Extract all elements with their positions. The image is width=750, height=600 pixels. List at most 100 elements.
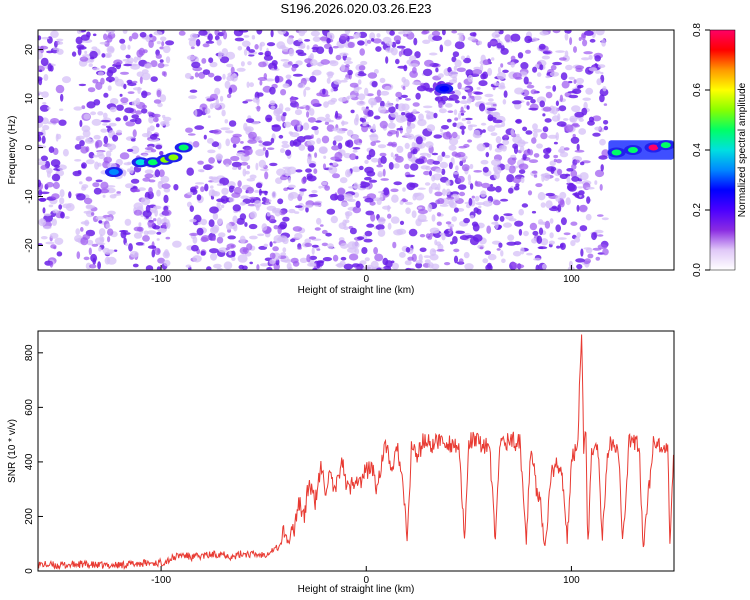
noise-speckle [425,141,434,148]
noise-speckle [294,211,300,214]
noise-speckle [512,72,522,79]
noise-speckle [95,81,103,90]
noise-speckle [285,149,292,156]
noise-speckle [565,197,571,206]
noise-speckle [312,267,318,270]
noise-speckle [42,102,47,105]
noise-speckle [309,255,318,260]
noise-speckle [458,112,461,120]
noise-speckle [42,124,50,131]
noise-speckle [369,32,376,41]
noise-speckle [401,112,406,116]
noise-speckle [236,152,245,157]
noise-speckle [375,224,385,231]
noise-speckle [370,101,374,108]
hotspot-core [611,149,622,156]
noise-speckle [291,66,297,72]
spectrogram-y-label: Frequency (Hz) [7,116,18,185]
noise-speckle [517,139,526,147]
noise-speckle [100,119,111,123]
noise-speckle [43,74,49,81]
noise-speckle [344,30,351,35]
noise-speckle [518,228,523,236]
noise-speckle [41,91,49,98]
noise-speckle [261,223,268,231]
noise-speckle [234,37,245,42]
noise-speckle [98,246,102,252]
noise-speckle [573,46,577,53]
noise-speckle [126,57,134,64]
noise-speckle [256,105,261,112]
noise-speckle [306,254,311,263]
noise-speckle [98,153,105,160]
noise-speckle [473,66,482,70]
noise-speckle [208,72,215,78]
noise-speckle [246,186,255,194]
noise-speckle [333,135,343,142]
noise-speckle [135,110,143,115]
y-tick-label: 0 [24,568,35,574]
noise-speckle [140,197,151,206]
noise-speckle [144,147,153,151]
noise-speckle [478,80,488,87]
noise-speckle [311,126,319,131]
noise-speckle [575,258,585,263]
noise-speckle [97,261,101,270]
noise-speckle [503,222,512,228]
noise-speckle [274,75,280,84]
noise-speckle [542,106,552,112]
noise-speckle [283,168,291,177]
noise-speckle [225,247,230,251]
noise-speckle [412,81,421,86]
noise-speckle [328,46,333,55]
hotspot-core [439,85,450,92]
noise-speckle [56,251,63,257]
noise-speckle [330,88,334,93]
noise-speckle [141,69,149,74]
noise-speckle [444,103,453,108]
noise-speckle [581,57,590,61]
noise-speckle [227,235,236,240]
noise-speckle [142,210,152,218]
noise-speckle [254,189,260,193]
noise-speckle [415,158,425,165]
noise-speckle [404,260,412,266]
noise-speckle [217,218,223,225]
noise-speckle [399,251,406,258]
noise-speckle [427,235,433,240]
noise-speckle [282,83,290,89]
noise-speckle [149,125,155,132]
noise-speckle [543,153,550,159]
noise-speckle [237,254,248,263]
noise-speckle [456,67,466,73]
noise-speckle [379,152,387,157]
noise-speckle [149,134,158,140]
noise-speckle [552,85,557,92]
noise-speckle [564,32,569,41]
noise-speckle [161,71,166,76]
noise-speckle [295,169,303,173]
figure-title: S196.2026.020.03.26.E23 [280,1,431,16]
noise-speckle [184,72,192,79]
noise-speckle [275,177,283,184]
noise-speckle [431,30,441,37]
noise-speckle [285,74,292,80]
noise-speckle [371,158,379,163]
noise-speckle [576,204,580,212]
noise-speckle [394,153,399,157]
noise-speckle [361,106,366,111]
noise-speckle [88,151,95,159]
noise-speckle [132,263,139,268]
noise-speckle [379,120,388,129]
noise-speckle [408,55,417,61]
noise-speckle [40,165,48,170]
noise-speckle [524,35,533,44]
noise-speckle [389,30,395,36]
noise-speckle [255,162,259,171]
hotspot-core [135,159,146,166]
noise-speckle [89,50,98,59]
noise-speckle [281,140,289,145]
noise-speckle [427,203,433,213]
noise-speckle [364,176,372,181]
noise-speckle [438,101,443,108]
